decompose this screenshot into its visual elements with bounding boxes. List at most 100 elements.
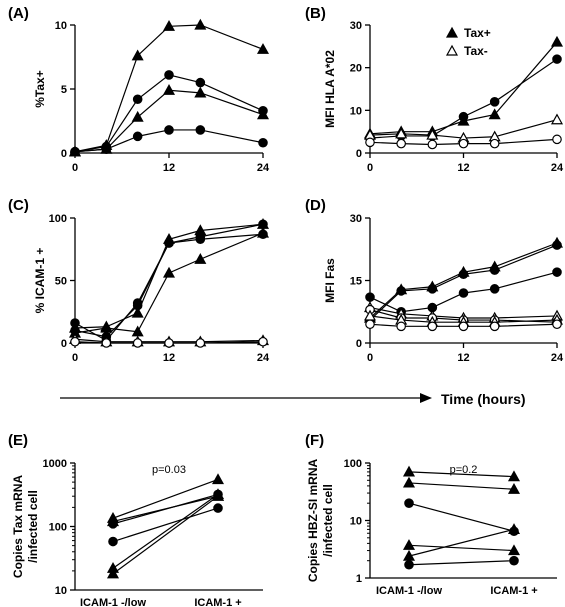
data-point bbox=[162, 20, 176, 31]
series bbox=[70, 70, 268, 157]
data-point bbox=[101, 144, 112, 154]
series-line bbox=[408, 560, 515, 566]
data-point bbox=[195, 77, 206, 88]
data-point bbox=[552, 267, 562, 277]
y-tick-label: 10 bbox=[55, 585, 67, 597]
category-label: ICAM-1 -/low bbox=[80, 597, 146, 607]
p-value-annotation: p=0.2 bbox=[450, 464, 478, 476]
series-line bbox=[112, 493, 219, 525]
x-tick-label: 24 bbox=[551, 162, 564, 174]
y-tick-label: 5 bbox=[61, 84, 67, 96]
y-tick-label: 15 bbox=[350, 276, 362, 288]
legend-label: Tax+ bbox=[464, 26, 491, 40]
data-point bbox=[458, 138, 469, 149]
y-axis-title: MFI Fas bbox=[323, 258, 337, 303]
panel-label: (B) bbox=[305, 5, 326, 22]
x-tick-label: 0 bbox=[72, 162, 78, 174]
y-tick-label: 0 bbox=[356, 148, 362, 160]
data-point bbox=[427, 284, 438, 294]
series bbox=[363, 236, 564, 323]
data-point bbox=[550, 35, 564, 47]
y-axis-title: % ICAM-1 + bbox=[33, 248, 47, 314]
data-point bbox=[194, 18, 207, 30]
data-point bbox=[552, 319, 562, 330]
data-point bbox=[552, 54, 562, 64]
panel-label: (C) bbox=[8, 197, 29, 214]
series bbox=[70, 125, 268, 157]
data-point bbox=[426, 128, 439, 140]
y-axis-title: /infected cell bbox=[321, 484, 335, 557]
series-line bbox=[112, 478, 219, 519]
series bbox=[70, 229, 268, 342]
data-point bbox=[131, 110, 144, 122]
data-point bbox=[489, 321, 500, 332]
series-line bbox=[408, 528, 515, 557]
data-point bbox=[507, 544, 521, 556]
data-point bbox=[402, 539, 416, 550]
series-line bbox=[369, 244, 558, 321]
series-line bbox=[369, 138, 558, 146]
data-point bbox=[162, 84, 176, 95]
data-point bbox=[396, 321, 406, 332]
series bbox=[68, 84, 270, 157]
data-point bbox=[427, 321, 438, 332]
data-point bbox=[395, 127, 408, 139]
data-point bbox=[458, 111, 469, 122]
data-point bbox=[108, 519, 118, 529]
series bbox=[402, 539, 521, 556]
series bbox=[365, 267, 562, 317]
series-line bbox=[74, 89, 264, 153]
series bbox=[402, 476, 521, 494]
data-point bbox=[458, 269, 469, 280]
y-tick-label: 30 bbox=[350, 20, 362, 32]
series bbox=[365, 319, 562, 332]
series-line bbox=[369, 271, 558, 313]
legend-marker bbox=[445, 44, 459, 56]
x-tick-label: 12 bbox=[457, 352, 469, 364]
data-point bbox=[132, 94, 143, 105]
series-line bbox=[408, 502, 515, 532]
category-label: ICAM-1 + bbox=[490, 585, 537, 597]
data-point bbox=[194, 253, 207, 264]
data-point bbox=[396, 286, 406, 296]
data-point bbox=[132, 131, 143, 142]
y-tick-label: 1 bbox=[356, 573, 362, 585]
data-point bbox=[164, 125, 174, 135]
data-point bbox=[131, 306, 144, 318]
series-line bbox=[74, 24, 264, 153]
time-axis-label: Time (hours) bbox=[441, 391, 526, 407]
data-point bbox=[258, 229, 268, 240]
p-value-annotation: p=0.03 bbox=[152, 464, 186, 476]
y-axis-title: Copies Tax mRNA bbox=[11, 475, 25, 578]
series-line bbox=[112, 507, 219, 543]
data-point bbox=[396, 138, 406, 149]
data-point bbox=[507, 470, 521, 482]
data-point bbox=[132, 338, 143, 348]
y-tick-label: 1000 bbox=[43, 458, 67, 470]
x-tick-label: 0 bbox=[367, 162, 373, 174]
data-point bbox=[365, 292, 375, 302]
data-point bbox=[489, 97, 500, 107]
series-line bbox=[74, 233, 264, 338]
legend-label: Tax- bbox=[464, 44, 488, 58]
series-line bbox=[369, 306, 558, 319]
data-point bbox=[552, 134, 562, 145]
panel-c: (C) 0 50 100 0 12 24 % ICAM-1 + bbox=[8, 197, 270, 364]
x-tick-label: 0 bbox=[367, 352, 373, 364]
y-axis-title: /infected cell bbox=[26, 490, 40, 563]
data-point bbox=[132, 300, 143, 311]
data-point bbox=[489, 284, 500, 294]
y-tick-label: 20 bbox=[350, 63, 362, 75]
series-line bbox=[74, 338, 264, 343]
time-arrow-head bbox=[420, 393, 432, 403]
data-point bbox=[507, 482, 521, 494]
data-point bbox=[550, 113, 564, 125]
series-line bbox=[74, 129, 264, 153]
panel-d: (D) 0 15 30 0 12 24 MFI Fas bbox=[305, 197, 564, 364]
data-point bbox=[258, 137, 268, 148]
data-point bbox=[131, 49, 144, 61]
data-point bbox=[211, 473, 225, 485]
y-axis-title: %Tax+ bbox=[33, 70, 47, 107]
series bbox=[402, 465, 521, 482]
